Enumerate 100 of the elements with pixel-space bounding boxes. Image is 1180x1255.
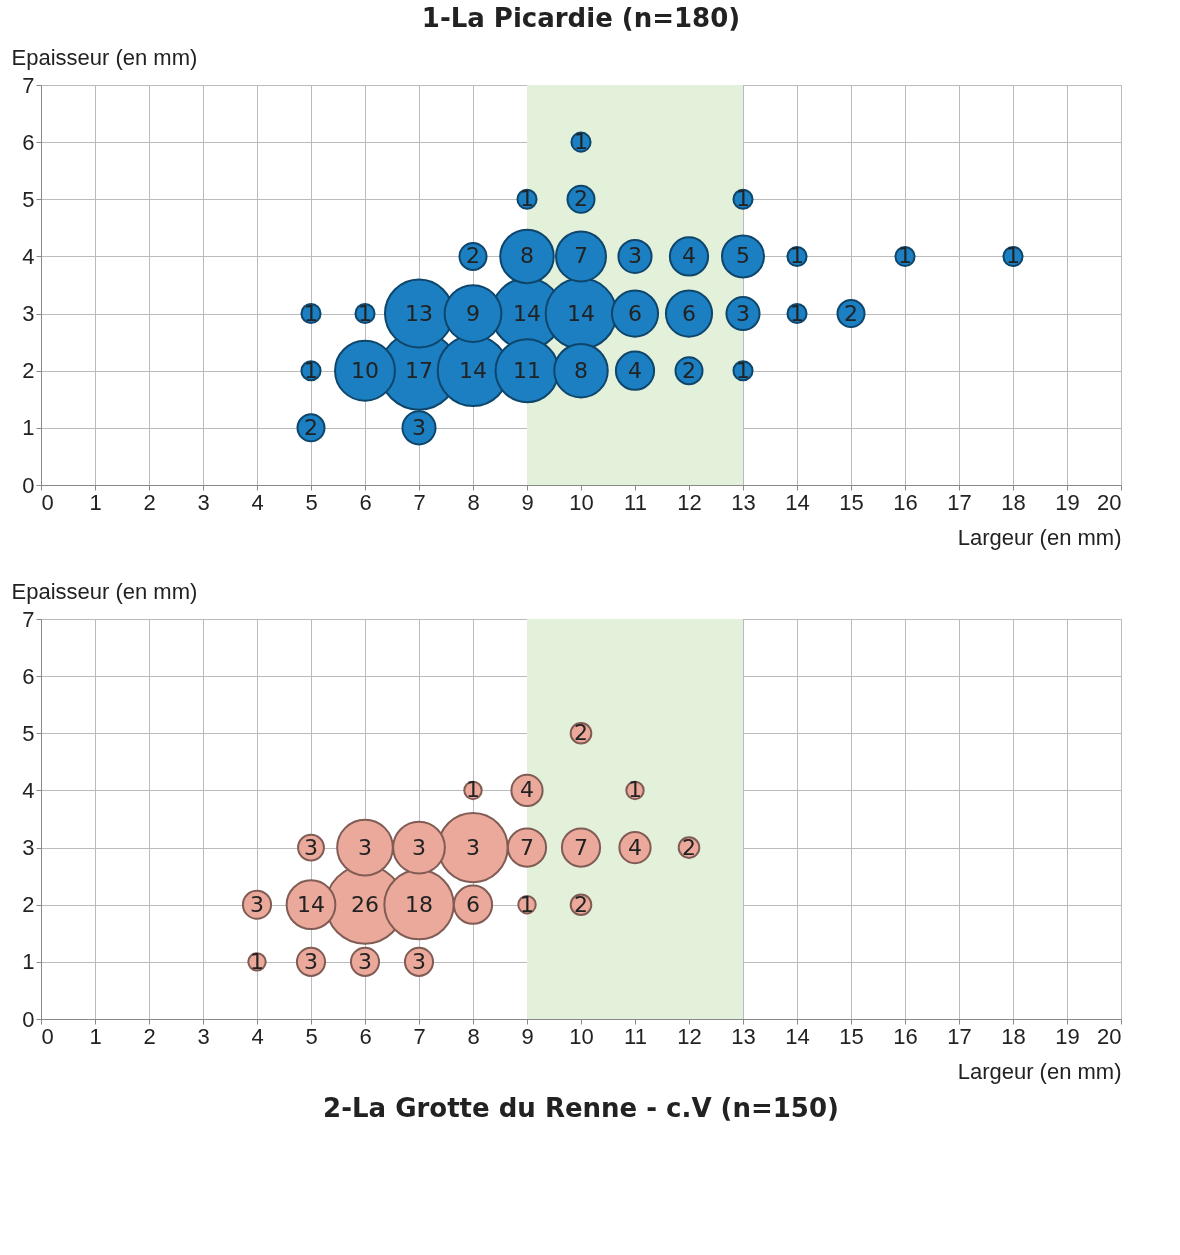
annotation: 2 [466, 243, 480, 269]
x-tick-label: 13 [731, 489, 756, 515]
annotation: 1 [898, 243, 912, 269]
annotation: 3 [358, 834, 372, 860]
x-tick-label: 2 [143, 1023, 156, 1049]
annotation: 1 [790, 243, 804, 269]
annotation: 1 [250, 948, 264, 974]
annotation: 9 [466, 300, 480, 326]
x-tick-label: 12 [677, 489, 702, 515]
y-tick-label: 5 [22, 720, 35, 746]
annotation: 1 [304, 357, 318, 383]
annotation: 6 [682, 300, 696, 326]
annotation: 8 [574, 357, 588, 383]
x-tick-label: 11 [624, 1023, 647, 1049]
x-tick-label: 4 [251, 1023, 264, 1049]
y-tick-label: 6 [22, 663, 35, 689]
y-tick-label: 0 [22, 1006, 35, 1032]
x-tick-label: 8 [467, 489, 480, 515]
annotation: 1 [574, 129, 588, 155]
y-tick-label: 3 [22, 301, 35, 327]
annotation: 14 [567, 300, 595, 326]
annotation: 3 [628, 243, 642, 269]
chart-title: 1-La Picardie (n=180) [421, 3, 741, 33]
x-tick-label: 14 [785, 1023, 810, 1049]
y-axis-title: Epaisseur (en mm) [11, 578, 198, 604]
x-tick-label: 12 [677, 1023, 702, 1049]
annotation: 2 [844, 300, 858, 326]
annotation: 4 [520, 777, 534, 803]
y-tick-label: 4 [22, 243, 35, 269]
annotation: 7 [574, 834, 588, 860]
annotation: 14 [297, 891, 325, 917]
x-axis-title: Largeur (en mm) [957, 524, 1122, 550]
annotation: 3 [304, 834, 318, 860]
annotation: 1 [1006, 243, 1020, 269]
x-tick-label: 0 [41, 489, 54, 515]
x-tick-label: 5 [305, 489, 318, 515]
annotation: 10 [351, 357, 379, 383]
x-tick-label: 7 [413, 489, 426, 515]
x-tick-label: 17 [947, 489, 972, 515]
annotation: 2 [574, 891, 588, 917]
annotation: 7 [520, 834, 534, 860]
annotation: 6 [628, 300, 642, 326]
annotation: 1 [466, 777, 480, 803]
annotation: 1 [520, 186, 534, 212]
x-tick-label: 19 [1055, 489, 1080, 515]
annotation: 11 [513, 357, 541, 383]
x-tick-label: 8 [467, 1023, 480, 1049]
annotation: 17 [405, 357, 433, 383]
x-axis-title: Largeur (en mm) [957, 1058, 1122, 1084]
y-tick-label: 3 [22, 835, 35, 861]
annotation: 1 [736, 186, 750, 212]
annotation: 1 [628, 777, 642, 803]
annotation: 1 [520, 891, 534, 917]
x-tick-label: 1 [89, 1023, 102, 1049]
x-tick-label: 3 [197, 1023, 210, 1049]
y-tick-label: 7 [22, 72, 35, 98]
x-tick-label: 11 [624, 489, 647, 515]
x-tick-label: 16 [893, 1023, 918, 1049]
annotation: 4 [628, 834, 642, 860]
annotation: 1 [304, 300, 318, 326]
annotation: 3 [412, 834, 426, 860]
annotation: 3 [412, 414, 426, 440]
annotation: 1 [790, 300, 804, 326]
annotation: 3 [466, 834, 480, 860]
y-tick-label: 1 [22, 949, 35, 975]
annotation: 13 [405, 300, 433, 326]
annotation: 1 [358, 300, 372, 326]
x-tick-label: 0 [41, 1023, 54, 1049]
text: 2-La Grotte du Renne - c.V (n=150) [323, 1093, 839, 1123]
x-tick-label: 15 [839, 489, 864, 515]
annotation: 26 [351, 891, 379, 917]
x-tick-label: 9 [521, 1023, 534, 1049]
annotation: 18 [405, 891, 433, 917]
x-tick-label: 6 [359, 1023, 372, 1049]
y-tick-label: 5 [22, 186, 35, 212]
annotation: 3 [250, 891, 264, 917]
x-tick-label: 3 [197, 489, 210, 515]
annotation: 2 [574, 720, 588, 746]
annotation: 2 [682, 357, 696, 383]
annotation: 5 [736, 243, 750, 269]
x-tick-label: 18 [1001, 489, 1026, 515]
x-tick-label: 19 [1055, 1023, 1080, 1049]
y-tick-label: 2 [22, 358, 35, 384]
annotation: 8 [520, 243, 534, 269]
x-tick-label: 18 [1001, 1023, 1026, 1049]
annotation: 2 [304, 414, 318, 440]
annotation: 4 [628, 357, 642, 383]
x-tick-label: 1 [89, 489, 102, 515]
y-tick-label: 0 [22, 472, 35, 498]
y-axis-title: Epaisseur (en mm) [11, 44, 198, 70]
x-tick-label: 20 [1097, 1023, 1122, 1049]
annotation: 4 [682, 243, 696, 269]
x-tick-label: 7 [413, 1023, 426, 1049]
y-tick-label: 7 [22, 606, 35, 632]
annotation: 3 [736, 300, 750, 326]
x-tick-label: 10 [569, 489, 594, 515]
x-tick-label: 15 [839, 1023, 864, 1049]
annotation: 3 [358, 948, 372, 974]
x-tick-label: 16 [893, 489, 918, 515]
annotation: 2 [574, 186, 588, 212]
